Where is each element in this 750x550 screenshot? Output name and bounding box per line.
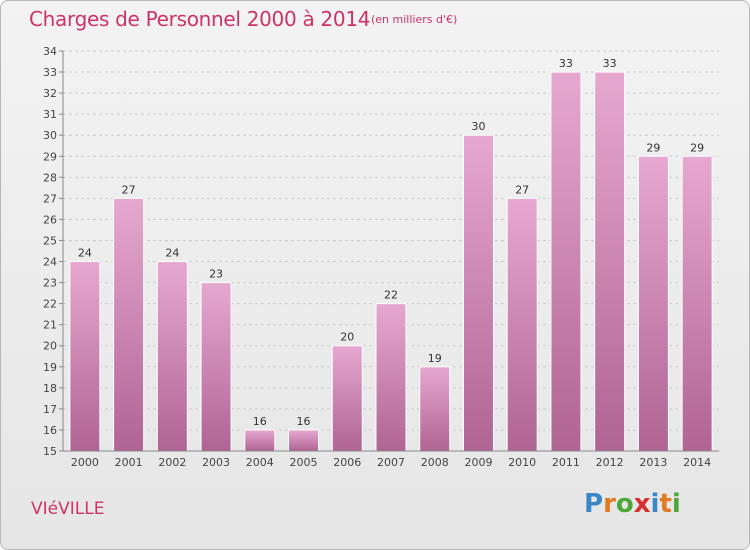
- y-tick-label: 23: [43, 277, 57, 290]
- y-tick-label: 22: [43, 298, 57, 311]
- y-tick-label: 25: [43, 234, 57, 247]
- bar-value-label: 22: [384, 289, 398, 302]
- y-tick-label: 26: [43, 213, 57, 226]
- y-tick-label: 19: [43, 361, 57, 374]
- bar-value-label: 16: [253, 415, 267, 428]
- bar: [244, 429, 276, 452]
- bar-value-label: 24: [165, 247, 179, 260]
- x-tick-label: 2001: [115, 456, 143, 469]
- bar-value-label: 27: [515, 183, 529, 196]
- y-tick-label: 20: [43, 340, 57, 353]
- logo-letter: i: [671, 489, 681, 519]
- y-tick-label: 31: [43, 108, 57, 121]
- logo-letter: r: [603, 489, 616, 519]
- x-tick-label: 2004: [246, 456, 274, 469]
- y-tick-label: 18: [43, 382, 57, 395]
- logo-letter: i: [650, 489, 660, 519]
- x-tick-label: 2009: [464, 456, 492, 469]
- y-tick-label: 28: [43, 171, 57, 184]
- y-tick-label: 34: [43, 45, 57, 58]
- bar: [419, 366, 451, 452]
- chart-title: Charges de Personnel 2000 à 2014: [29, 7, 371, 31]
- y-tick-label: 32: [43, 87, 57, 100]
- bar-value-label: 20: [340, 331, 354, 344]
- bar-value-label: 29: [646, 141, 660, 154]
- x-tick-label: 2006: [333, 456, 361, 469]
- bar-value-label: 30: [471, 120, 485, 133]
- y-tick-label: 27: [43, 192, 57, 205]
- bar-value-label: 24: [78, 247, 92, 260]
- bars: 24 27 24 23 16 16 20 22 19 30 27 33 33 29 29: [69, 57, 713, 452]
- bar-value-label: 33: [559, 57, 573, 70]
- bar: [331, 345, 363, 452]
- bar: [375, 303, 407, 452]
- x-tick-label: 2014: [683, 456, 711, 469]
- logo-letter: P: [584, 489, 604, 519]
- x-tick-label: 2005: [290, 456, 318, 469]
- x-tick-label: 2010: [508, 456, 536, 469]
- bar-value-label: 27: [122, 183, 136, 196]
- x-tick-label: 2002: [158, 456, 186, 469]
- x-tick-label: 2012: [596, 456, 624, 469]
- bar-value-label: 29: [690, 141, 704, 154]
- bar: [637, 155, 669, 452]
- x-tick-label: 2011: [552, 456, 580, 469]
- logo-letter: x: [633, 489, 651, 519]
- bar: [681, 155, 713, 452]
- commune-name: VIéVILLE: [31, 499, 105, 519]
- bar-value-label: 33: [603, 57, 617, 70]
- y-axis: 15 16 17 18 19 20 21 22 23 24 25 26 27 28 29 30 31 32 33 34: [43, 45, 64, 458]
- y-tick-label: 15: [43, 445, 57, 458]
- x-axis: 2000 2001 2002 2003 2004 2005 2006 2007 2008 2009…: [63, 450, 719, 469]
- x-tick-label: 2007: [377, 456, 405, 469]
- logo-letter: t: [659, 489, 672, 519]
- y-tick-label: 16: [43, 424, 57, 437]
- bar: [550, 71, 582, 452]
- bar-value-label: 16: [297, 415, 311, 428]
- y-tick-label: 17: [43, 403, 57, 416]
- y-tick-label: 33: [43, 66, 57, 79]
- bar: [200, 282, 232, 452]
- chart-subtitle: (en milliers d'€): [371, 13, 458, 26]
- x-tick-label: 2000: [71, 456, 99, 469]
- x-tick-label: 2013: [639, 456, 667, 469]
- bar-value-label: 23: [209, 268, 223, 281]
- x-tick-label: 2003: [202, 456, 230, 469]
- bar: [506, 197, 538, 452]
- bar: [594, 71, 626, 452]
- bar: [113, 197, 145, 452]
- y-tick-label: 30: [43, 129, 57, 142]
- y-tick-label: 29: [43, 150, 57, 163]
- bar: [288, 429, 320, 452]
- x-tick-label: 2008: [421, 456, 449, 469]
- bar-value-label: 19: [428, 352, 442, 365]
- proxiti-logo: Proxiti: [584, 489, 681, 519]
- bar: [462, 134, 494, 452]
- bar: [156, 261, 188, 452]
- y-tick-label: 24: [43, 256, 57, 269]
- y-tick-label: 21: [43, 319, 57, 332]
- logo-letter: o: [615, 489, 634, 519]
- bar: [69, 261, 101, 452]
